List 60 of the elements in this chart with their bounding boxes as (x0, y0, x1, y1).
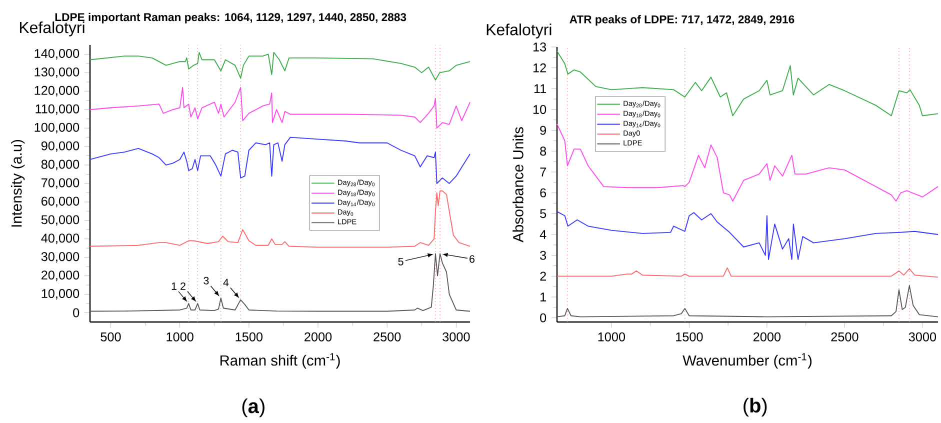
y-tick-label: 12 (533, 63, 546, 72)
y-tick-label: 11 (534, 84, 546, 94)
line-series (90, 52, 470, 81)
y-tick-label: 0 (73, 308, 80, 318)
y-axis-title: Absorbance Units (512, 127, 524, 242)
chart-subtitle: Kefalotyri (20, 21, 84, 36)
y-tick-label: 60,000 (42, 196, 80, 208)
y-tick-label: 9 (540, 126, 546, 135)
y-tick-label: 100,000 (34, 122, 80, 134)
annotation: 4 (223, 278, 229, 286)
line-series (90, 86, 470, 129)
y-tick-label: 10,000 (42, 289, 80, 300)
annotation: 3 (204, 276, 209, 284)
y-tick-label: 20,000 (41, 270, 80, 282)
y-tick-label: 6 (540, 188, 546, 198)
x-tick-label: 2000 (304, 332, 332, 342)
chart-subtitle: Kefalotyri (486, 24, 552, 39)
line-series (556, 211, 938, 260)
x-tick-label: 1500 (236, 332, 262, 342)
y-tick-label: 2 (540, 272, 546, 281)
annotation: 6 (470, 255, 475, 263)
y-tick-label: 80,000 (41, 160, 80, 170)
x-tick-label: 1000 (166, 332, 194, 342)
x-tick-label: 2500 (831, 332, 858, 342)
y-tick-label: 130,000 (34, 67, 80, 78)
y-tick-label: 8 (540, 146, 546, 156)
x-tick-label: 2000 (753, 332, 781, 342)
annotation: 1 (172, 282, 176, 290)
y-tick-label: 110,000 (36, 104, 80, 115)
x-tick-label: 3000 (908, 332, 936, 342)
y-tick-label: 4 (540, 230, 546, 239)
y-tick-label: 140,000 (34, 48, 80, 60)
x-tick-label: 3000 (442, 332, 470, 342)
x-tick-label: 1500 (676, 332, 703, 342)
y-tick-label: 0 (540, 313, 546, 322)
y-tick-label: 50,000 (41, 215, 80, 226)
line-series (556, 50, 938, 116)
chart-title: ATR peaks of LDPE: 717, 1472, 2849, 2916 (570, 15, 794, 26)
x-axis-title: Wavenumber (cm$^{-1}$) (682, 353, 812, 369)
y-axis-title: Intensity (a.u) (11, 140, 25, 227)
y-tick-label: 70,000 (42, 178, 80, 189)
text: (b) (744, 398, 767, 417)
x-axis-title: Raman shift (cm$^{-1}$) (220, 353, 340, 369)
annotation: 2 (180, 282, 186, 290)
y-tick-label: 5 (540, 209, 546, 218)
y-tick-label: 7 (540, 168, 546, 176)
x-tick-label: 500 (100, 332, 121, 342)
y-tick-label: 1 (540, 292, 546, 302)
text: (a) (242, 398, 264, 418)
y-tick-label: 13 (533, 42, 546, 52)
y-tick-label: 120,000 (34, 86, 80, 96)
x-tick-label: 2500 (374, 332, 401, 342)
y-tick-label: 90,000 (41, 141, 80, 152)
x-tick-label: 1000 (598, 332, 626, 342)
y-tick-label: 40,000 (41, 234, 80, 244)
y-tick-label: 30,000 (41, 252, 80, 263)
annotation: 5 (398, 258, 404, 266)
y-tick-label: 10 (533, 105, 546, 114)
line-series (556, 285, 938, 318)
y-tick-label: 3 (540, 250, 546, 260)
